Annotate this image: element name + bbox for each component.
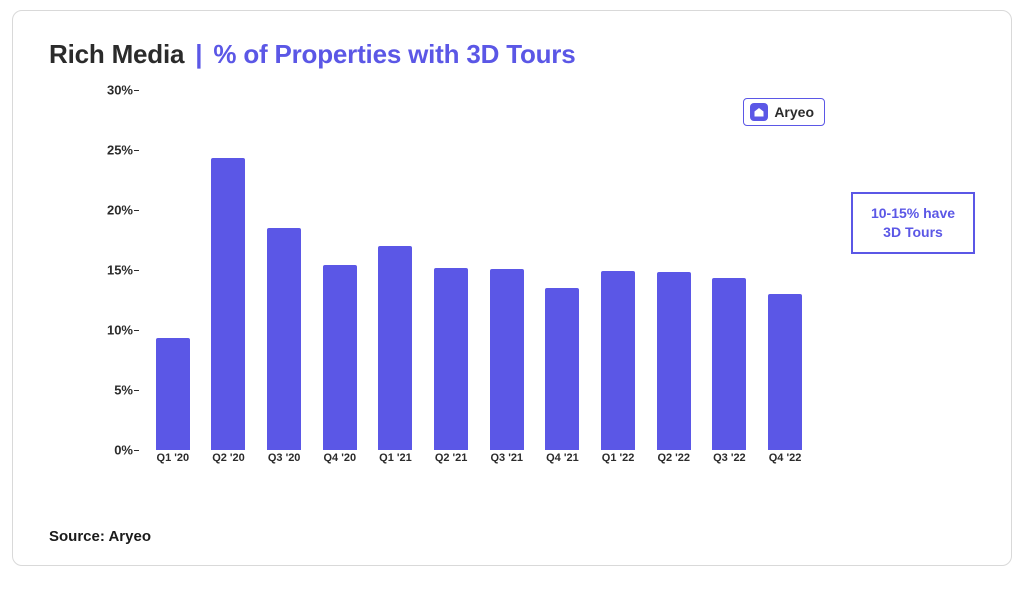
title-separator: | — [195, 39, 202, 69]
y-tick-mark — [134, 450, 139, 451]
chart-area: Aryeo 10-15% have 3D Tours 0%5%10%15%20%… — [49, 90, 975, 500]
y-axis: 0%5%10%15%20%25%30% — [49, 90, 139, 450]
plot-area — [139, 90, 819, 450]
chart-title: Rich Media | % of Properties with 3D Tou… — [49, 39, 975, 70]
bar — [545, 288, 579, 450]
x-tick-label: Q4 '21 — [545, 452, 579, 464]
x-tick-label: Q3 '20 — [267, 452, 301, 464]
callout-line2: 3D Tours — [861, 223, 965, 242]
callout-line1: 10-15% have — [861, 204, 965, 223]
title-suffix: % of Properties with 3D Tours — [213, 39, 575, 69]
x-tick-label: Q2 '21 — [434, 452, 468, 464]
x-axis-labels: Q1 '20 Q2 '20 Q3 '20 Q4 '20 Q1 '21 Q2 '21 Q3 '… — [139, 452, 819, 464]
x-tick-label: Q1 '20 — [156, 452, 190, 464]
y-tick-label: 15% — [107, 263, 133, 278]
bar — [657, 272, 691, 450]
chart-card: Rich Media | % of Properties with 3D Tou… — [12, 10, 1012, 566]
bar — [267, 228, 301, 450]
y-tick-label: 10% — [107, 323, 133, 338]
y-tick-label: 30% — [107, 83, 133, 98]
bar — [156, 338, 190, 450]
bar — [378, 246, 412, 450]
callout-box: 10-15% have 3D Tours — [851, 192, 975, 254]
x-tick-label: Q3 '21 — [490, 452, 524, 464]
x-tick-label: Q2 '22 — [657, 452, 691, 464]
bar — [601, 271, 635, 450]
x-tick-label: Q4 '22 — [768, 452, 802, 464]
y-tick-label: 0% — [114, 443, 133, 458]
title-prefix: Rich Media — [49, 39, 184, 69]
bar — [323, 265, 357, 450]
x-tick-label: Q2 '20 — [211, 452, 245, 464]
source-label: Source: Aryeo — [49, 528, 151, 545]
y-tick-label: 5% — [114, 383, 133, 398]
bar — [712, 278, 746, 450]
bars-container — [139, 90, 819, 450]
bar — [768, 294, 802, 450]
x-tick-label: Q3 '22 — [712, 452, 746, 464]
x-tick-label: Q4 '20 — [323, 452, 357, 464]
x-tick-label: Q1 '22 — [601, 452, 635, 464]
x-tick-label: Q1 '21 — [378, 452, 412, 464]
y-tick-label: 20% — [107, 203, 133, 218]
y-tick-label: 25% — [107, 143, 133, 158]
bar — [434, 268, 468, 450]
bar — [490, 269, 524, 450]
bar — [211, 158, 245, 450]
